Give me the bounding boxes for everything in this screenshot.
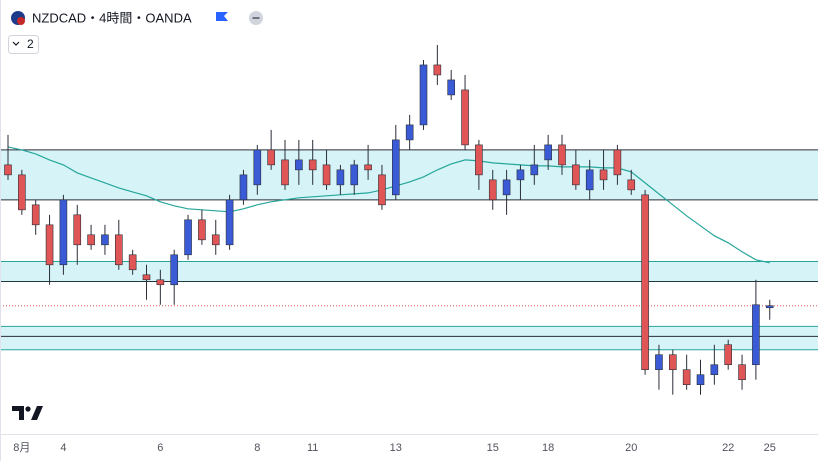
candle-body <box>461 89 469 146</box>
x-tick-label: 8月 <box>13 442 30 454</box>
candle-body <box>364 164 372 171</box>
candle-body <box>502 179 511 196</box>
candle-body <box>710 364 719 376</box>
candle-body <box>585 169 594 191</box>
candle-body <box>184 219 192 256</box>
candle-body <box>281 159 289 186</box>
candle-body <box>696 374 705 386</box>
candle-body <box>156 279 165 286</box>
candle-body <box>668 354 677 371</box>
candle-body <box>253 149 262 186</box>
candle-body <box>613 149 622 176</box>
x-axis: 8月 4 6 8 11 13 15 18 20 22 25 <box>13 442 776 454</box>
candle-body <box>267 149 275 166</box>
candle-body <box>31 204 40 226</box>
candle-body <box>101 234 109 246</box>
logo-part <box>12 406 24 420</box>
x-tick-label: 22 <box>722 442 734 454</box>
indicator-count: 2 <box>27 37 34 51</box>
candle-body <box>336 169 345 186</box>
logo-part <box>31 406 43 420</box>
candle-body <box>128 254 137 271</box>
candle-body <box>738 364 746 381</box>
candle-body <box>433 64 442 76</box>
candle-body <box>475 144 483 176</box>
candle-body <box>211 234 220 246</box>
symbol-title: NZDCAD・4時間・OANDA <box>32 10 192 25</box>
candle-body <box>198 219 206 241</box>
candle-body <box>225 199 234 246</box>
x-tick-label: 18 <box>542 442 554 454</box>
zone <box>0 326 818 350</box>
x-tick-label: 8 <box>254 442 260 454</box>
candle-body <box>419 64 428 126</box>
x-tick-label: 20 <box>625 442 637 454</box>
candle-body <box>405 124 414 141</box>
zone <box>0 261 818 282</box>
indicator-toggle[interactable] <box>8 35 39 54</box>
candle-body <box>115 234 123 266</box>
zone <box>0 149 818 200</box>
candle-body <box>4 164 12 176</box>
candle-body <box>378 174 386 206</box>
x-tick-label: 13 <box>390 442 402 454</box>
moving-average <box>7 146 770 264</box>
candle-body <box>572 164 580 186</box>
candle-body <box>752 304 760 366</box>
candle-body <box>45 224 54 266</box>
candle-body <box>391 139 400 196</box>
candle-body <box>73 214 82 246</box>
candle-body <box>18 174 26 211</box>
x-tick-label: 4 <box>60 442 66 454</box>
plot-area <box>0 44 818 395</box>
chevron <box>12 41 20 46</box>
x-tick-label: 11 <box>307 442 318 454</box>
candle-body <box>558 144 566 166</box>
candle-body <box>599 169 608 181</box>
symbol-flag-2 <box>17 17 25 25</box>
logo <box>12 406 43 420</box>
candle-body <box>295 159 303 171</box>
flag-icon[interactable] <box>216 12 228 21</box>
candle-body <box>308 159 317 171</box>
candle-body <box>641 194 649 371</box>
candle-body <box>627 179 636 191</box>
header: NZDCAD・4時間・OANDA 2 <box>8 10 263 54</box>
x-tick-label: 6 <box>157 442 163 454</box>
candle-body <box>724 344 733 366</box>
candle-body <box>142 274 151 281</box>
x-tick-label: 25 <box>764 442 776 454</box>
candle-body <box>655 354 663 371</box>
candle-body <box>530 164 539 176</box>
candle-body <box>447 79 456 96</box>
logo-part <box>25 406 31 412</box>
candle-body <box>59 199 68 266</box>
candle-body <box>544 144 552 161</box>
x-tick-label: 15 <box>487 442 499 454</box>
candle-body <box>516 169 525 181</box>
candle-body <box>322 164 331 186</box>
candle-body <box>239 174 248 201</box>
candle-body <box>488 179 497 201</box>
candle-body <box>87 234 95 246</box>
candle-body <box>350 164 359 186</box>
candle-body <box>682 369 691 386</box>
candle-body <box>765 305 774 309</box>
candle-body <box>170 254 178 286</box>
